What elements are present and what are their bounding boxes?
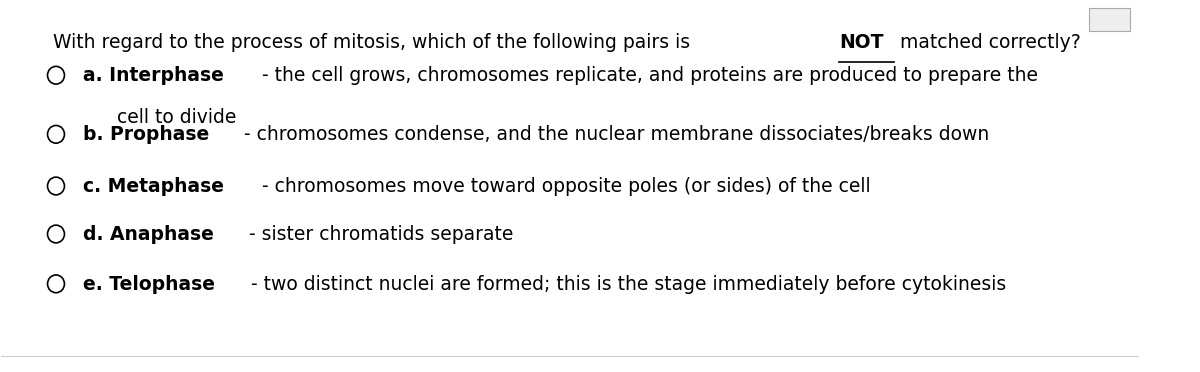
Text: d. Anaphase: d. Anaphase xyxy=(83,225,214,244)
Text: - chromosomes condense, and the nuclear membrane dissociates/breaks down: - chromosomes condense, and the nuclear … xyxy=(238,125,989,144)
Text: - sister chromatids separate: - sister chromatids separate xyxy=(244,225,514,244)
Text: - chromosomes move toward opposite poles (or sides) of the cell: - chromosomes move toward opposite poles… xyxy=(256,177,870,196)
Text: NOT: NOT xyxy=(839,33,883,52)
Text: a. Interphase: a. Interphase xyxy=(83,66,224,85)
Text: - two distinct nuclei are formed; this is the stage immediately before cytokines: - two distinct nuclei are formed; this i… xyxy=(245,275,1006,294)
Text: - the cell grows, chromosomes replicate, and proteins are produced to prepare th: - the cell grows, chromosomes replicate,… xyxy=(256,66,1038,85)
Text: With regard to the process of mitosis, which of the following pairs is: With regard to the process of mitosis, w… xyxy=(53,33,696,52)
Text: matched correctly?: matched correctly? xyxy=(894,33,1080,52)
Text: e. Telophase: e. Telophase xyxy=(83,275,215,294)
Text: cell to divide: cell to divide xyxy=(118,109,236,128)
FancyBboxPatch shape xyxy=(1088,8,1129,31)
Text: b. Prophase: b. Prophase xyxy=(83,125,210,144)
Text: c. Metaphase: c. Metaphase xyxy=(83,177,224,196)
